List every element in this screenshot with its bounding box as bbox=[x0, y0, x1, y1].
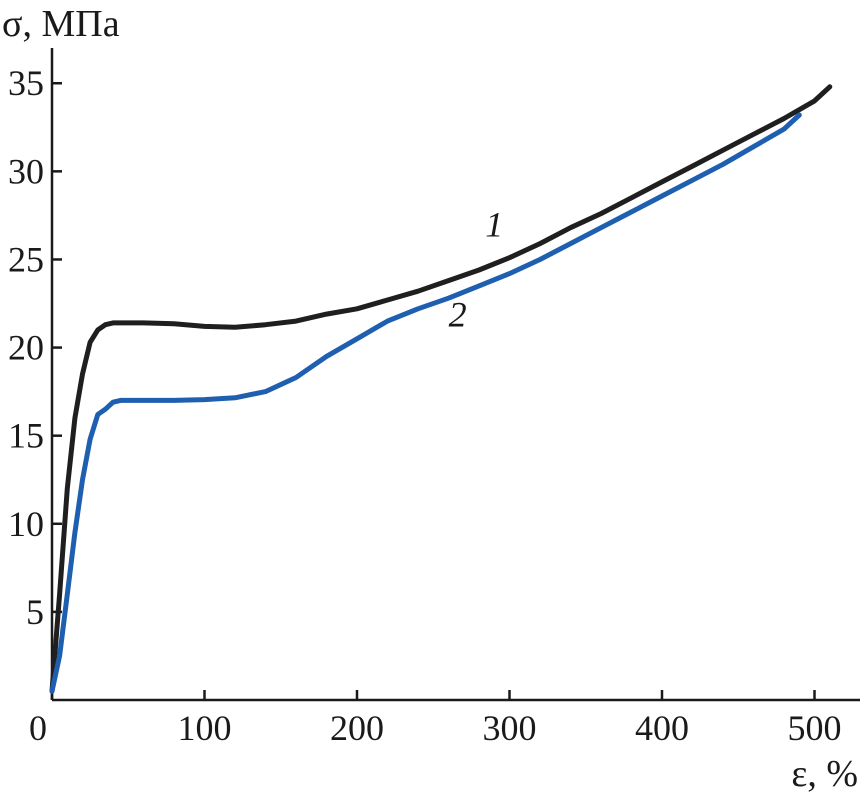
y-tick-label-5: 5 bbox=[26, 592, 44, 632]
y-tick-label-35: 35 bbox=[8, 63, 44, 103]
axes bbox=[50, 48, 860, 702]
x-tick-label-200: 200 bbox=[330, 708, 384, 748]
series-line-1 bbox=[49, 84, 833, 694]
y-tick-label-15: 15 bbox=[8, 416, 44, 456]
x-tick-label-100: 100 bbox=[178, 708, 232, 748]
x-tick-label-300: 300 bbox=[483, 708, 537, 748]
y-tick-label-30: 30 bbox=[8, 151, 44, 191]
series-line-2 bbox=[49, 112, 802, 694]
curve-label-1: 1 bbox=[485, 205, 503, 245]
y-tick-label-20: 20 bbox=[8, 328, 44, 368]
y-tick-label-25: 25 bbox=[8, 239, 44, 279]
ticks bbox=[50, 81, 816, 700]
curve-label-2: 2 bbox=[449, 294, 467, 334]
annotation-group: 12 bbox=[449, 205, 504, 335]
x-axis-title: ε, % bbox=[791, 753, 858, 795]
y-axis-title: σ, МПа bbox=[2, 3, 120, 45]
y-tick-label-10: 10 bbox=[8, 504, 44, 544]
tick-labels: 0 100 200 300 400 500 5 10 15 20 25 30 35 bbox=[8, 63, 842, 748]
x-tick-label-500: 500 bbox=[788, 708, 842, 748]
x-tick-label-400: 400 bbox=[635, 708, 689, 748]
series-group bbox=[49, 84, 833, 694]
x-tick-label-0: 0 bbox=[29, 708, 47, 748]
